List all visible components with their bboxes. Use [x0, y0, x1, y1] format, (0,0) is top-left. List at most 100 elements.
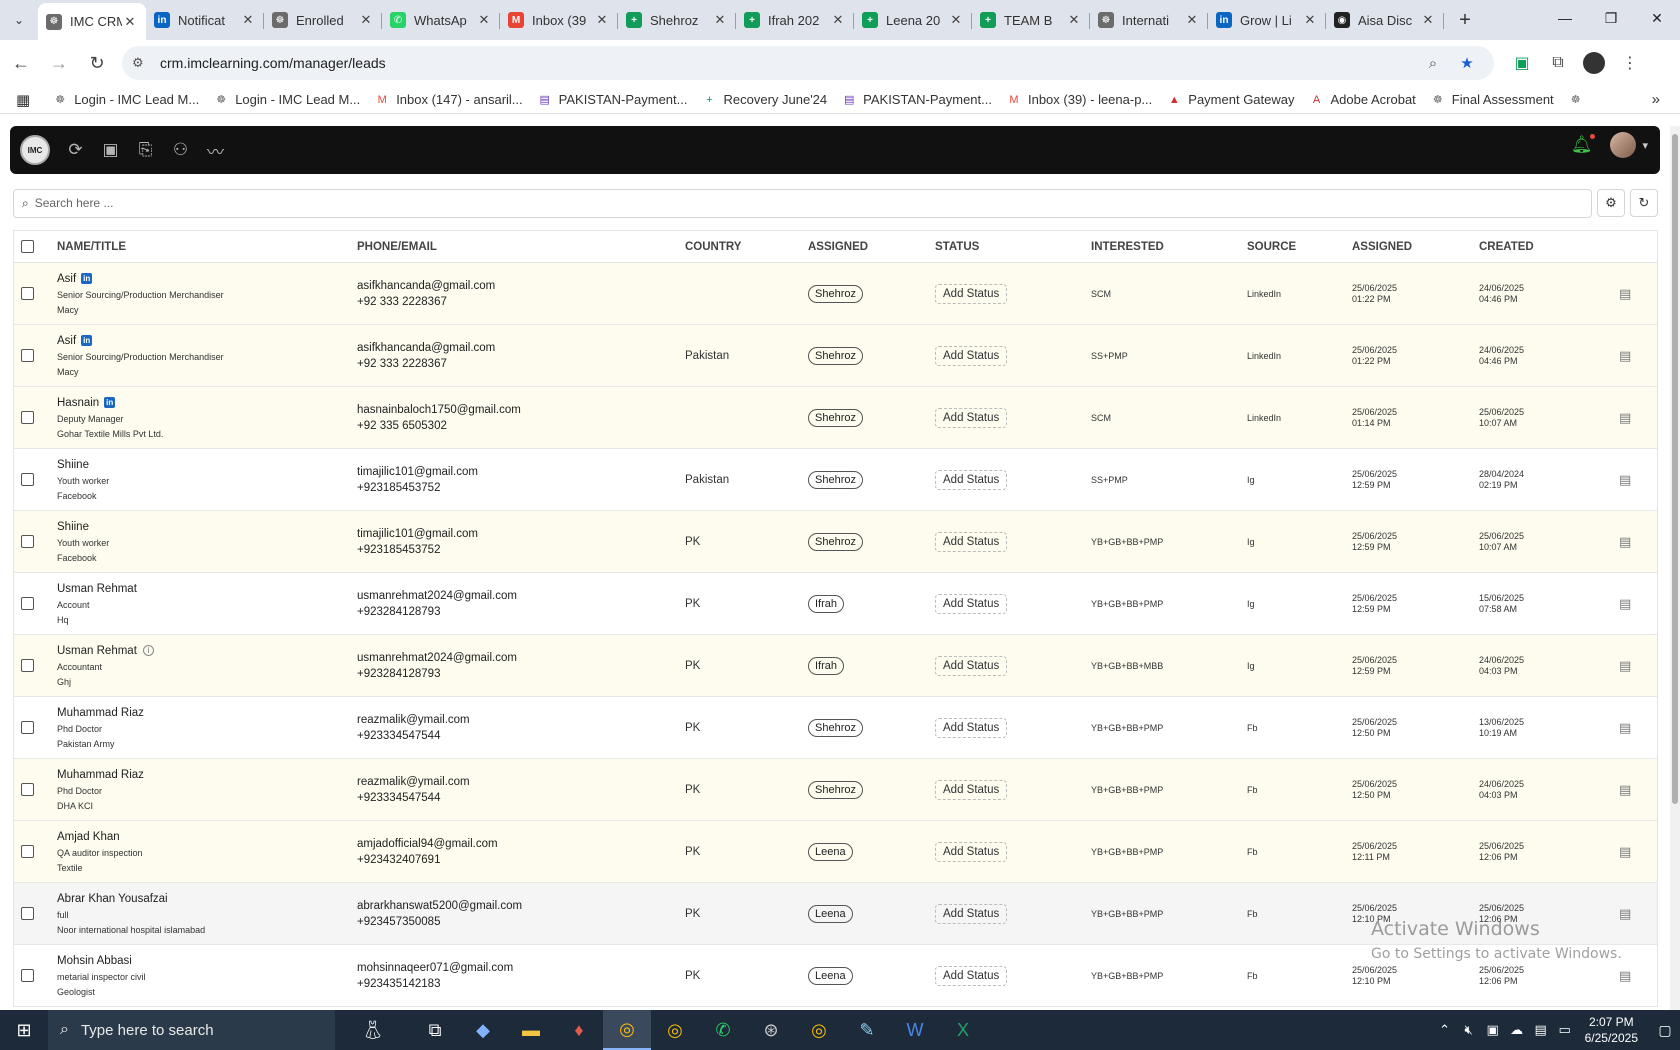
table-row[interactable]: Abrar Khan Yousafzai full Noor internation… — [14, 883, 1657, 945]
volume-icon[interactable]: 🔇︎ — [1464, 1022, 1473, 1037]
page-scrollbar[interactable] — [1670, 126, 1680, 1010]
col-created[interactable]: CREATED — [1479, 240, 1534, 253]
network-icon[interactable]: ▭ — [1558, 1022, 1571, 1037]
assignee-chip[interactable]: Shehroz — [808, 346, 863, 365]
document-icon[interactable]: ▤ — [1619, 595, 1632, 611]
chrome-icon[interactable]: ◎ — [667, 1019, 683, 1040]
zoom-icon[interactable]: ⌕ — [1428, 54, 1438, 72]
tab-search-dropdown-icon[interactable]: ⌄ — [13, 13, 25, 27]
col-interested[interactable]: INTERESTED — [1091, 240, 1164, 253]
col-status[interactable]: STATUS — [935, 240, 980, 253]
document-icon[interactable]: ⎘ — [138, 140, 153, 159]
bookmark-star-icon[interactable]: ★ — [1460, 55, 1474, 72]
new-tab-button[interactable]: + — [1459, 8, 1471, 31]
chrome-active-icon[interactable]: ◎ — [603, 1010, 651, 1050]
close-tab-icon[interactable]: ✕ — [360, 12, 372, 27]
word-icon[interactable]: W — [906, 1019, 924, 1040]
lead-name[interactable]: Shiine — [57, 458, 89, 471]
forward-button[interactable]: → — [50, 52, 68, 73]
bookmark-item[interactable]: ▲ Payment Gateway — [1166, 92, 1295, 108]
user-avatar[interactable] — [1610, 132, 1637, 158]
close-window-icon[interactable]: ✕ — [1651, 9, 1663, 26]
assignee-chip[interactable]: Shehroz — [808, 284, 863, 303]
add-status-button[interactable]: Add Status — [935, 655, 1008, 676]
restore-icon[interactable]: ❐ — [1604, 9, 1618, 26]
assignee-chip[interactable]: Leena — [808, 904, 853, 923]
bookmark-item[interactable]: A Adobe Acrobat — [1309, 92, 1416, 108]
document-icon[interactable]: ▤ — [1619, 657, 1632, 673]
add-status-button[interactable]: Add Status — [935, 779, 1008, 800]
refresh-button[interactable]: ↻ — [1630, 189, 1658, 217]
col-country[interactable]: COUNTRY — [685, 240, 742, 253]
browser-tab[interactable]: ☸ IMC CRM ✕ — [38, 3, 146, 40]
activity-icon[interactable]: 〰 — [207, 142, 224, 162]
browser-tab[interactable]: in Grow | Li ✕ — [1208, 3, 1326, 37]
document-icon[interactable]: ▤ — [1619, 471, 1632, 487]
assignee-chip[interactable]: Leena — [808, 966, 853, 985]
app-icon[interactable]: ♦ — [574, 1019, 584, 1040]
tray-app-icon-2[interactable]: ▤ — [1534, 1022, 1547, 1037]
table-row[interactable]: Amjad Khan QA auditor inspection Textile am… — [14, 821, 1657, 883]
add-status-button[interactable]: Add Status — [935, 903, 1008, 924]
lead-name[interactable]: Abrar Khan Yousafzai — [57, 892, 168, 905]
task-view-icon[interactable]: ⧉ — [428, 1019, 442, 1040]
row-checkbox[interactable] — [21, 845, 34, 858]
browser-tab[interactable]: ☸ Internati ✕ — [1090, 3, 1208, 37]
table-row[interactable]: Muhammad Riaz Phd Doctor Pakistan Army reaz… — [14, 697, 1657, 759]
lead-name[interactable]: Asif — [57, 272, 77, 285]
close-tab-icon[interactable]: ✕ — [478, 12, 490, 27]
table-row[interactable]: Asif in Senior Sourcing/Production Merchan… — [14, 325, 1657, 387]
table-row[interactable]: Asif in Senior Sourcing/Production Merchan… — [14, 263, 1657, 325]
excel-icon[interactable]: X — [956, 1019, 969, 1040]
calendar-icon[interactable]: ▣ — [102, 140, 119, 159]
browser-tab[interactable]: ✆ WhatsAp ✕ — [382, 3, 500, 37]
row-checkbox[interactable] — [21, 473, 34, 486]
add-status-button[interactable]: Add Status — [935, 345, 1008, 366]
table-row[interactable]: Usman Rehmat i Accountant Ghj usmanrehmat202… — [14, 635, 1657, 697]
browser-tab[interactable]: + Ifrah 202 ✕ — [736, 3, 854, 37]
notifications-icon[interactable]: ▢ — [1658, 1021, 1672, 1038]
lead-name[interactable]: Amjad Khan — [57, 830, 120, 843]
browser-tab[interactable]: ☸ Enrolled ✕ — [264, 3, 382, 37]
table-row[interactable]: Muhammad Riaz Phd Doctor DHA KCI reazmalik@… — [14, 759, 1657, 821]
col-assigned[interactable]: ASSIGNED — [808, 240, 869, 253]
filter-settings-button[interactable]: ⚙ — [1597, 189, 1625, 217]
document-icon[interactable]: ▤ — [1619, 285, 1632, 301]
chevron-down-icon[interactable]: ▾ — [1642, 139, 1648, 152]
assignee-chip[interactable]: Shehroz — [808, 408, 863, 427]
profile-avatar-icon[interactable] — [1576, 46, 1612, 80]
settings-app-icon[interactable]: ⊛ — [763, 1019, 779, 1040]
bookmark-item[interactable]: M Inbox (39) - leena-p... — [1006, 92, 1152, 108]
assignee-chip[interactable]: Ifrah — [808, 594, 845, 613]
document-icon[interactable]: ▤ — [1619, 533, 1632, 549]
close-tab-icon[interactable]: ✕ — [1068, 12, 1080, 27]
lead-name[interactable]: Shiine — [57, 520, 89, 533]
bookmark-item[interactable]: ▤ PAKISTAN-Payment... — [841, 92, 992, 108]
table-row[interactable]: Mohsin Abbasi metarial inspector civil Geo… — [14, 945, 1657, 1007]
table-row[interactable]: Shiine Youth worker Facebook timajilic101@g… — [14, 449, 1657, 511]
lead-name[interactable]: Hasnain — [57, 396, 100, 409]
url-omnibox[interactable]: ⚙ crm.imclearning.com/manager/leads ⌕ ★ — [122, 46, 1494, 80]
add-status-button[interactable]: Add Status — [935, 469, 1008, 490]
lead-name[interactable]: Asif — [57, 334, 77, 347]
assignee-chip[interactable]: Shehroz — [808, 780, 863, 799]
row-checkbox[interactable] — [21, 597, 34, 610]
col-name-title[interactable]: NAME/TITLE — [57, 240, 126, 253]
table-row[interactable]: Shiine Youth worker Facebook timajilic101@g… — [14, 511, 1657, 573]
browser-tab[interactable]: ◉ Aisa Disc ✕ — [1326, 3, 1444, 37]
tray-app-icon[interactable]: ▣ — [1486, 1022, 1499, 1037]
lead-name[interactable]: Usman Rehmat — [57, 644, 137, 657]
assignee-chip[interactable]: Shehroz — [808, 718, 863, 737]
row-checkbox[interactable] — [21, 411, 34, 424]
col-source[interactable]: SOURCE — [1247, 240, 1297, 253]
bookmark-item[interactable]: ☸ Login - IMC Lead M... — [213, 92, 360, 108]
browser-tab[interactable]: + TEAM B ✕ — [972, 3, 1090, 37]
row-checkbox[interactable] — [21, 535, 34, 548]
file-explorer-icon[interactable]: ▬ — [522, 1019, 540, 1040]
whatsapp-icon[interactable]: ✆ — [715, 1019, 731, 1040]
close-tab-icon[interactable]: ✕ — [714, 12, 726, 27]
row-checkbox[interactable] — [21, 349, 34, 362]
lead-name[interactable]: Mohsin Abbasi — [57, 954, 132, 967]
browser-tab[interactable]: in Notificat ✕ — [146, 3, 264, 37]
info-icon[interactable]: i — [142, 645, 154, 656]
